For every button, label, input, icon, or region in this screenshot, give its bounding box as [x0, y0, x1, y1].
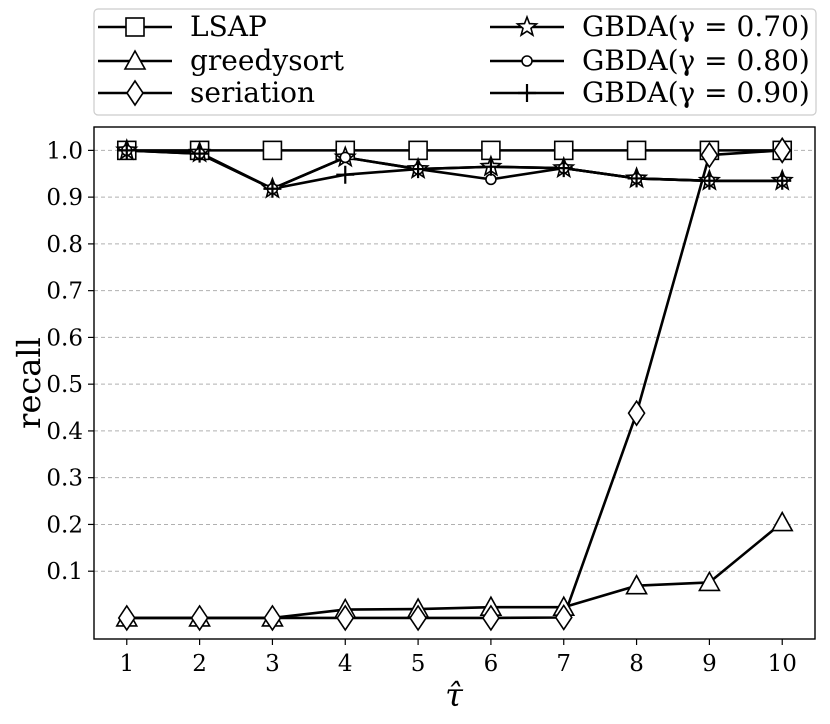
data-point-diamond	[700, 141, 719, 169]
data-point-plus	[409, 160, 428, 179]
data-point-diamond	[117, 604, 136, 632]
data-point-plus	[554, 159, 573, 178]
data-point-plus	[263, 179, 282, 198]
legend-label: GBDA(γ = 0.90)	[582, 76, 810, 109]
data-point-triangle	[770, 510, 794, 532]
y-tick-label: 1.0	[46, 138, 83, 164]
y-tick-label: 0.2	[46, 512, 83, 538]
legend-label: seriation	[190, 76, 315, 109]
legend-label: GBDA(γ = 0.70)	[582, 10, 810, 43]
x-tick-label: 8	[629, 651, 644, 677]
y-tick-label: 0.5	[46, 372, 83, 398]
y-tick-label: 0.3	[46, 466, 83, 492]
data-point-diamond	[263, 604, 282, 632]
y-tick-label: 0.9	[46, 185, 83, 211]
x-tick-label: 10	[768, 651, 797, 677]
series-line-diamond	[126, 149, 783, 620]
x-tick-label: 6	[484, 651, 499, 677]
x-tick-label: 7	[556, 651, 571, 677]
data-point-diamond	[773, 136, 792, 164]
y-tick-label: 0.4	[46, 419, 83, 445]
data-point-diamond	[481, 604, 500, 632]
data-point-circle	[339, 151, 352, 164]
data-point-square	[626, 140, 647, 161]
legend-marker-star	[515, 14, 539, 37]
data-point-circle	[485, 173, 497, 186]
data-point-triangle	[698, 570, 721, 592]
data-point-triangle	[625, 574, 648, 595]
data-point-plus	[773, 171, 792, 190]
series-markers	[115, 136, 794, 632]
y-tick-label: 0.8	[46, 232, 83, 258]
legend-marker-triangle	[123, 49, 147, 70]
data-point-diamond	[190, 604, 209, 632]
x-tick-label: 9	[702, 651, 717, 677]
legend-marker-circle	[521, 55, 533, 67]
legend-frame	[93, 8, 817, 116]
data-point-diamond	[336, 604, 355, 632]
x-axis-ticks: 1 2 3 4 5 6 7 8 9 10	[119, 639, 797, 677]
series-line-star	[126, 149, 783, 191]
x-tick-label: 5	[411, 651, 426, 677]
y-axis-label: recall	[10, 337, 48, 429]
data-point-plus	[190, 144, 209, 163]
gridlines	[94, 149, 815, 572]
legend-marker-diamond	[126, 79, 144, 107]
series-line-circle	[126, 149, 783, 191]
data-point-diamond	[409, 604, 428, 632]
data-point-diamond	[627, 399, 646, 427]
y-tick-label: 0.1	[46, 559, 83, 585]
legend-marker-square	[125, 17, 145, 37]
x-axis-label: τ̂	[445, 676, 464, 714]
data-point-square	[408, 140, 428, 161]
x-tick-label: 2	[192, 651, 207, 677]
series-lines	[126, 149, 784, 620]
data-point-plus	[627, 169, 646, 188]
legend-label: GBDA(γ = 0.80)	[582, 44, 810, 77]
data-point-plus	[117, 141, 136, 160]
data-point-plus	[336, 165, 355, 184]
y-tick-label: 0.7	[46, 279, 83, 305]
data-point-plus	[700, 171, 719, 190]
x-tick-label: 4	[338, 651, 353, 677]
series-line-plus	[126, 149, 783, 191]
legend-label: LSAP	[190, 10, 267, 43]
y-axis-ticks: 0.1 0.2 0.3 0.4 0.5 0.6 0.7 0.8 0.9 1.0	[46, 138, 94, 585]
plot-frame	[93, 126, 816, 640]
series-line-triangle	[126, 521, 784, 620]
data-point-plus	[481, 157, 500, 176]
data-point-diamond	[554, 604, 573, 631]
x-tick-label: 1	[119, 651, 134, 677]
data-point-square	[262, 140, 283, 161]
legend-label: greedysort	[190, 44, 345, 77]
x-tick-label: 3	[265, 651, 280, 677]
legend-marker-plus	[518, 84, 536, 102]
y-tick-label: 0.6	[46, 325, 83, 351]
